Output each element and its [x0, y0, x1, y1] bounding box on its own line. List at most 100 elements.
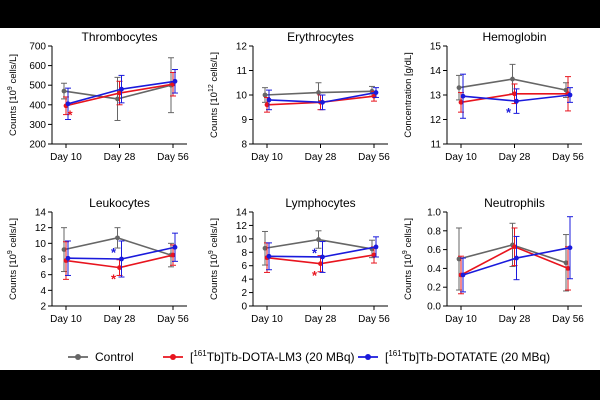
y-axis-label-exponent: 9: [208, 250, 215, 254]
legend-label-isotope: 161: [388, 349, 402, 358]
series-control: [262, 230, 375, 266]
data-point: [170, 252, 176, 258]
y-axis-label-unit: cells/L]: [8, 218, 19, 250]
y-axis-label-base: Counts [10: [8, 90, 19, 136]
y-axis-label-exponent: 9: [7, 86, 14, 90]
data-point: [266, 253, 272, 259]
data-point: [119, 256, 124, 262]
y-tick-label: 0.4: [427, 264, 441, 275]
chart-title: Erythrocytes: [287, 30, 354, 44]
legend-label-prefix: [: [385, 350, 389, 364]
data-point: [567, 92, 573, 98]
series-161tb-tb-dotatate-20-mbq: [460, 216, 573, 293]
x-tick-label: Day 28: [305, 152, 337, 163]
data-point: [373, 90, 379, 95]
legend-swatch-marker: [170, 354, 176, 360]
series-161tb-tb-dota-lm3-20-mbq: [458, 76, 571, 113]
x-tick-label: Day 28: [305, 314, 337, 325]
data-point: [316, 237, 321, 242]
significance-star: *: [111, 245, 117, 260]
y-axis-label-unit: cells/L]: [8, 54, 19, 86]
data-point: [510, 76, 515, 82]
data-point: [262, 245, 268, 251]
data-point: [316, 90, 321, 95]
y-tick-label: 11: [237, 66, 248, 77]
data-point: [371, 252, 377, 258]
data-point: [512, 91, 517, 97]
data-point: [117, 265, 122, 271]
data-point: [65, 101, 71, 107]
y-tick-label: 12: [236, 221, 248, 232]
x-tick-label: Day 10: [251, 152, 283, 163]
data-point: [115, 235, 120, 241]
y-axis-label-exponent: 9: [402, 250, 409, 254]
y-tick-label: 10: [236, 234, 248, 245]
y-axis-label-base: Counts [10: [403, 254, 414, 300]
y-tick-label: 10: [35, 239, 47, 250]
series-control: [456, 222, 569, 292]
y-tick-label: 2: [241, 288, 247, 299]
data-point: [61, 88, 67, 94]
x-tick-label: Day 10: [445, 152, 477, 163]
y-tick-label: 13: [430, 91, 442, 102]
chart-neutrophils: Neutrophils 0.0 0.2 0.4 0.6 0.8 1.0 Day 10 Day 2…: [402, 196, 584, 325]
chart-leukocytes: Leukocytes 2 4 6 8 10 12 14 Day 10 Day 28 Day 56 Co…: [7, 196, 189, 325]
series-161tb-tb-dotatate-20-mbq: [65, 69, 178, 120]
y-tick-label: 6: [40, 270, 46, 281]
chart-erythrocytes: Erythrocytes 8 9 10 11 12 Day 10 Day 28 Day 56 Co…: [208, 30, 390, 163]
y-axis-label-base: Counts [10: [209, 254, 220, 300]
y-tick-label: 8: [40, 255, 46, 266]
chart-thrombocytes: Thrombocytes 200 300 400 500 600 700 Day 10 Day …: [7, 30, 189, 163]
y-tick-label: 400: [29, 100, 46, 111]
legend-label-isotope: 161: [193, 349, 207, 358]
y-axis-label-exponent: 9: [7, 250, 14, 254]
data-point: [119, 86, 124, 92]
y-axis-label: Counts [109 cells/L]: [7, 218, 19, 300]
y-axis-label: Concentration [g/dL]: [403, 52, 414, 138]
significance-star: *: [67, 108, 73, 123]
x-tick-label: Day 56: [358, 314, 390, 325]
y-tick-label: 9: [241, 115, 247, 126]
x-tick-label: Day 10: [445, 314, 477, 325]
data-point: [264, 102, 270, 108]
data-point: [514, 98, 519, 104]
y-tick-label: 6: [241, 261, 247, 272]
y-tick-label: 600: [29, 61, 46, 72]
legend-label-text: Tb]Tb-DOTATATE (20 MBq): [402, 350, 550, 364]
legend-label: Control: [95, 350, 134, 364]
data-point: [563, 87, 569, 93]
chart-lymphocytes: Lymphocytes 0 2 4 6 8 10 12 14 Day 10 Day 28 Day 56…: [208, 196, 390, 325]
y-tick-label: 12: [430, 115, 442, 126]
chart-title: Hemoglobin: [482, 30, 546, 44]
significance-star: *: [111, 272, 117, 287]
y-axis-label-unit: cells/L]: [209, 52, 220, 84]
y-axis-label: Counts [109 cells/L]: [7, 54, 19, 136]
chart-hemoglobin: Hemoglobin 11 12 13 14 15 Day 10 Day 28 Day 56 Co…: [403, 30, 584, 163]
chart-title: Lymphocytes: [285, 196, 355, 210]
y-tick-label: 11: [431, 140, 442, 151]
y-tick-label: 4: [241, 275, 247, 286]
y-axis-label-unit: cells/L]: [209, 218, 220, 250]
data-point: [172, 244, 178, 250]
y-axis-label-base: Counts [10: [209, 92, 220, 138]
y-tick-label: 2: [40, 302, 46, 313]
x-tick-label: Day 56: [358, 152, 390, 163]
y-tick-label: 12: [35, 223, 47, 234]
y-tick-label: 15: [430, 42, 442, 53]
x-tick-label: Day 56: [157, 152, 189, 163]
y-tick-label: 700: [29, 42, 46, 53]
y-tick-label: 0.8: [427, 226, 441, 237]
x-tick-label: Day 56: [552, 314, 584, 325]
data-point: [266, 97, 272, 103]
legend-label: [161Tb]Tb-DOTATATE (20 MBq): [385, 349, 550, 364]
y-axis-label-unit: cells/L]: [403, 218, 414, 250]
y-tick-label: 12: [236, 42, 248, 53]
data-point: [563, 260, 569, 266]
y-tick-label: 200: [29, 140, 46, 151]
series-161tb-tb-dota-lm3-20-mbq: [63, 241, 176, 280]
data-point: [456, 85, 462, 91]
y-tick-label: 8: [241, 248, 247, 259]
x-tick-label: Day 56: [552, 152, 584, 163]
data-point: [320, 254, 325, 260]
data-point: [512, 244, 517, 250]
